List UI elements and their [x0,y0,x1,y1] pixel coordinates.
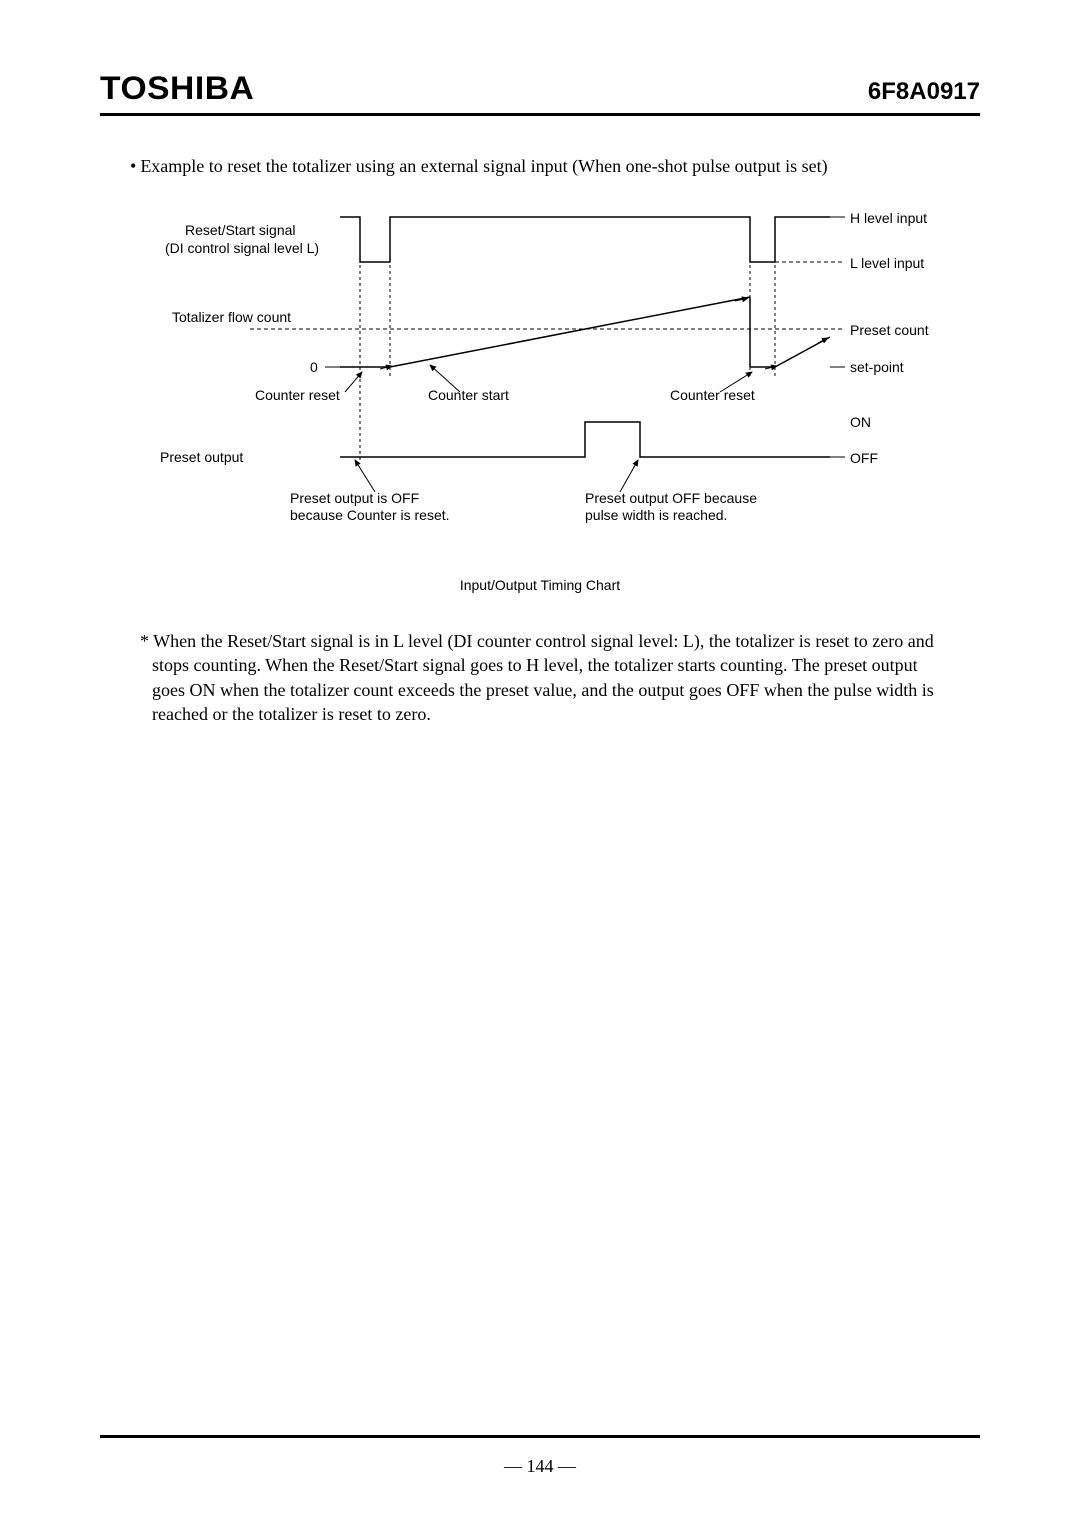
page-header: TOSHIBA 6F8A0917 [100,70,980,116]
l-level-label: L level input [850,255,924,273]
ramp2-end-arrow [818,338,828,343]
preset-off-pulse-pointer [620,460,638,492]
timing-chart-svg [130,207,950,547]
setpoint-label: set-point [850,359,904,377]
preset-output-label: Preset output [160,449,243,467]
bullet-heading: •Example to reset the totalizer using an… [130,156,980,177]
footnote-paragraph: * When the Reset/Start signal is in L le… [130,629,950,726]
counter-reset-pointer1 [345,372,362,392]
bullet-dot-icon: • [130,156,136,176]
page-footer: — 144 — [100,1435,980,1477]
brand-logo: TOSHIBA [100,70,254,107]
di-control-label: (DI control signal level L) [165,240,319,258]
page-number: — 144 — [100,1456,980,1477]
preset-off-pulse-line1: Preset output OFF because [585,490,757,508]
counter-reset-label: Counter reset [255,387,340,405]
preset-off-pulse-line2: pulse width is reached. [585,507,727,525]
preset-off-reset-pointer [355,460,375,492]
totalizer-flow-count-label: Totalizer flow count [172,309,291,327]
counter-reset2-label: Counter reset [670,387,755,405]
bullet-text: Example to reset the totalizer using an … [140,156,827,176]
preset-off-reset-line2: because Counter is reset. [290,507,450,525]
footer-rule [100,1435,980,1438]
off-label: OFF [850,450,878,468]
h-level-label: H level input [850,210,927,228]
document-number: 6F8A0917 [868,78,980,106]
preset-count-label: Preset count [850,322,929,340]
reset-start-signal-label: Reset/Start signal [185,222,296,240]
page: TOSHIBA 6F8A0917 •Example to reset the t… [0,0,1080,1527]
diagram-caption: Input/Output Timing Chart [100,577,980,593]
zero-label: 0 [310,359,318,377]
preset-output-waveform [340,422,830,457]
reset-signal-waveform [340,217,830,262]
on-label: ON [850,414,871,432]
timing-chart-diagram: Reset/Start signal (DI control signal le… [130,207,950,547]
count-ramp-1 [390,297,750,367]
counter-start-label: Counter start [428,387,509,405]
preset-off-reset-line1: Preset output is OFF [290,490,419,508]
